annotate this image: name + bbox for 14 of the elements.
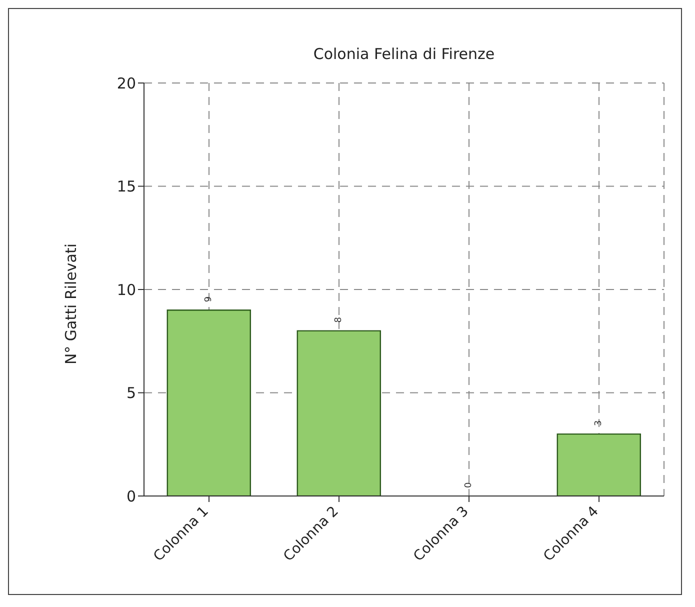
y-tick-label: 0 (126, 487, 136, 506)
y-tick-label: 20 (116, 74, 136, 92)
bar (166, 310, 251, 496)
y-tick-label: 5 (126, 384, 136, 402)
bar (296, 330, 381, 496)
data-label: 9 (204, 296, 214, 302)
data-label: 0 (464, 482, 474, 488)
data-label: 8 (334, 316, 344, 323)
y-axis-title: N° Gatti Rilevati (62, 243, 80, 365)
y-tick-label: 15 (116, 178, 136, 196)
bar (556, 433, 641, 496)
data-label: 3 (594, 420, 604, 426)
y-tick-label: 10 (116, 280, 136, 299)
chart-title: Colonia Felina di Firenze (312, 45, 496, 63)
